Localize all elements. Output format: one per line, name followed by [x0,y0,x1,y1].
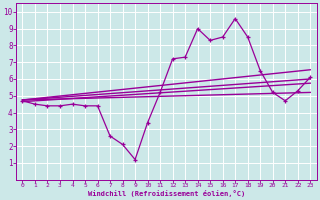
X-axis label: Windchill (Refroidissement éolien,°C): Windchill (Refroidissement éolien,°C) [88,190,245,197]
